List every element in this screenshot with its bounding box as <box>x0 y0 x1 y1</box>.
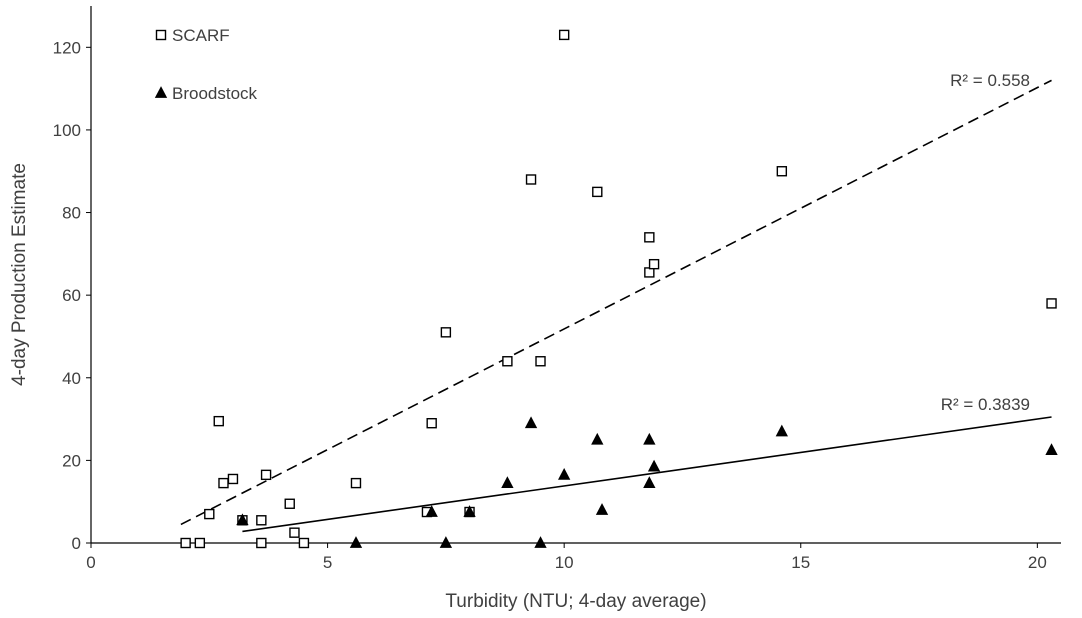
scarf-point <box>218 477 229 489</box>
scarf-point <box>289 527 300 538</box>
broodstock-point <box>425 505 438 517</box>
broodstock-point <box>558 467 571 480</box>
y-tick-label: 0 <box>72 534 81 553</box>
scarf-point <box>648 258 660 270</box>
legend-label-scarf: SCARF <box>172 26 230 45</box>
y-tick-label: 100 <box>53 121 81 140</box>
broodstock-point <box>775 424 788 437</box>
broodstock-point <box>643 432 656 445</box>
scarf-point <box>260 469 272 481</box>
r2-label-broodstock: R² = 0.3839 <box>941 395 1030 414</box>
scarf-point <box>256 537 267 549</box>
broodstock-point <box>236 513 249 526</box>
broodstock-point <box>534 536 547 548</box>
y-tick-label: 120 <box>53 38 81 57</box>
broodstock-point <box>463 505 476 517</box>
y-tick-label: 60 <box>62 286 81 305</box>
broodstock-point <box>647 459 661 472</box>
r2-label-scarf: R² = 0.558 <box>950 71 1030 90</box>
trendline-broodstock <box>242 416 1052 533</box>
broodstock-point <box>524 416 538 429</box>
scarf-point <box>350 477 362 489</box>
scarf-point <box>776 166 788 177</box>
legend-label-broodstock: Broodstock <box>172 84 258 103</box>
scarf-point <box>227 473 239 485</box>
scarf-point <box>180 537 191 549</box>
scarf-point <box>558 29 570 41</box>
scarf-point <box>256 515 267 526</box>
x-tick-label: 5 <box>323 553 332 572</box>
scarf-point <box>525 174 537 185</box>
broodstock-point <box>591 432 604 445</box>
scarf-point <box>592 186 603 198</box>
scarf-point <box>426 418 437 429</box>
trendline-scarf <box>180 79 1052 526</box>
scarf-point <box>1046 298 1057 309</box>
y-tick-label: 80 <box>62 204 81 223</box>
legend-marker-scarf <box>155 29 167 41</box>
broodstock-point <box>501 476 514 489</box>
scarf-point <box>284 498 295 509</box>
scarf-point <box>644 232 655 243</box>
x-axis-title: Turbidity (NTU; 4-day average) <box>445 591 706 612</box>
x-tick-label: 15 <box>791 553 810 572</box>
broodstock-point <box>643 476 656 489</box>
scarf-point <box>213 415 224 427</box>
broodstock-point <box>595 503 609 515</box>
x-tick-label: 10 <box>555 553 574 572</box>
scarf-point <box>502 356 513 367</box>
scarf-point <box>298 537 310 549</box>
y-tick-label: 40 <box>62 369 81 388</box>
broodstock-point <box>439 536 453 548</box>
scarf-point <box>535 356 546 367</box>
scarf-point <box>194 537 206 549</box>
y-axis-title: 4-day Production Estimate <box>9 163 30 386</box>
broodstock-point <box>1045 443 1058 455</box>
broodstock-point <box>349 536 363 548</box>
y-tick-label: 20 <box>62 451 81 470</box>
scarf-point <box>204 508 215 520</box>
scarf-point <box>440 327 452 338</box>
x-tick-label: 20 <box>1028 553 1047 572</box>
x-tick-label: 0 <box>86 553 95 572</box>
legend-marker-broodstock <box>154 86 168 98</box>
